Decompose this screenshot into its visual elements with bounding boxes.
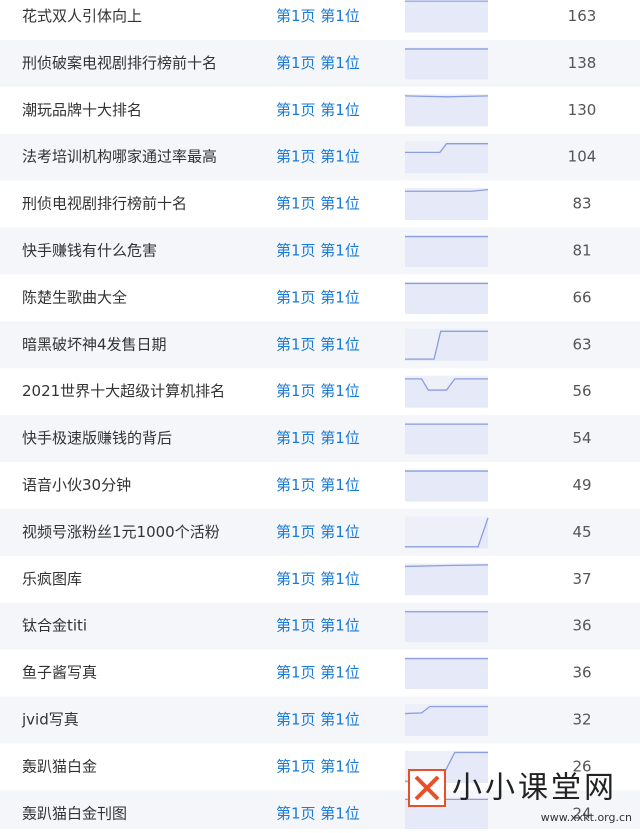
search-count: 83: [572, 195, 591, 213]
search-count: 138: [568, 54, 597, 72]
watermark: 小小课堂网 www.xxkt.org.cn: [408, 769, 632, 824]
sparkline-area: [405, 143, 488, 174]
sparkline-area: [405, 48, 488, 80]
sparkline-line: [404, 95, 489, 98]
sparkline-area: [405, 236, 488, 267]
sparkline-area: [405, 564, 488, 596]
sparkline-line: [405, 378, 488, 391]
keyword: 快手赚钱有什么危害: [22, 241, 157, 259]
rank: 第1页 第1位: [276, 429, 360, 447]
sparkline-area: [405, 1, 488, 33]
sparkline-area: [405, 658, 488, 690]
keyword: 潮玩品牌十大排名: [22, 101, 142, 119]
keyword: 刑侦破案电视剧排行榜前十名: [22, 54, 217, 72]
row-background: [0, 508, 640, 556]
sparkline-area: [405, 283, 488, 314]
search-count: 104: [568, 148, 597, 166]
sparkline-box: [405, 516, 488, 549]
rank: 第1页 第1位: [276, 195, 360, 213]
search-count: 130: [568, 101, 597, 119]
search-count: 37: [572, 570, 591, 588]
row-background: [0, 39, 640, 87]
search-count: 26: [572, 757, 591, 775]
keyword: 钛合金titi: [22, 617, 87, 635]
keyword: 轰趴猫白金: [22, 757, 97, 775]
watermark-url: www.xxkt.org.cn: [541, 811, 632, 824]
sparkline-area: [405, 331, 488, 361]
rank: 第1页 第1位: [276, 7, 360, 25]
search-count: 56: [572, 382, 591, 400]
rank: 第1页 第1位: [276, 54, 360, 72]
search-count: 66: [572, 288, 591, 306]
rank: 第1页 第1位: [276, 148, 360, 166]
sparkline-area: [405, 611, 488, 643]
rank: 第1页 第1位: [276, 804, 360, 822]
keyword: 快手极速版赚钱的背后: [22, 429, 172, 447]
keyword: 鱼子酱写真: [22, 664, 97, 682]
search-count: 24: [572, 804, 591, 822]
search-count: 36: [572, 664, 591, 682]
keyword: 法考培训机构哪家通过率最高: [22, 148, 217, 166]
row-background: [0, 133, 640, 181]
sparkline-area: [405, 706, 488, 736]
keyword: 视频号涨粉丝1元1000个活粉: [22, 523, 220, 541]
rank: 第1页 第1位: [276, 476, 360, 494]
sparkline-line: [405, 517, 489, 548]
sparkline-area: [405, 752, 488, 783]
row-background: [0, 790, 640, 833]
search-count: 36: [572, 617, 591, 635]
keyword: 陈楚生歌曲大全: [22, 288, 127, 306]
sparkline-area: [405, 471, 488, 502]
keyword: jvid写真: [21, 710, 79, 728]
search-count: 49: [572, 476, 591, 494]
watermark-name: 小小课堂网: [452, 771, 617, 806]
rank: 第1页 第1位: [276, 241, 360, 259]
search-count: 45: [572, 523, 591, 541]
rank: 第1页 第1位: [276, 288, 360, 306]
search-count: 54: [572, 429, 591, 447]
search-count: 81: [572, 241, 591, 259]
sparkline-area: [405, 517, 488, 549]
rank: 第1页 第1位: [276, 570, 360, 588]
watermark-logo-x: [414, 775, 440, 801]
sparkline-area: [405, 189, 488, 221]
rank: 第1页 第1位: [276, 710, 360, 728]
sparkline-line: [405, 189, 489, 192]
row-background: [0, 696, 640, 744]
rank: 第1页 第1位: [276, 101, 360, 119]
rank: 第1页 第1位: [276, 382, 360, 400]
sparkline-line: [405, 330, 488, 360]
rank: 第1页 第1位: [276, 757, 360, 775]
keyword: 2021世界十大超级计算机排名: [22, 382, 225, 400]
row-background: [0, 321, 640, 369]
sparkline-line: [404, 564, 489, 568]
sparkline-line: [404, 705, 488, 715]
keyword: 轰趴猫白金刊图: [22, 804, 127, 822]
search-count: 63: [572, 335, 591, 353]
rank: 第1页 第1位: [276, 664, 360, 682]
search-count: 32: [572, 710, 591, 728]
row-background: [0, 227, 640, 275]
keyword: 语音小伙30分钟: [22, 476, 131, 494]
row-background: [0, 602, 640, 650]
search-count: 163: [568, 7, 597, 25]
keyword: 乐疯图库: [22, 570, 82, 588]
rank: 第1页 第1位: [276, 523, 360, 541]
keyword: 刑侦电视剧排行榜前十名: [22, 195, 187, 213]
row-background: [0, 415, 640, 462]
rank: 第1页 第1位: [276, 335, 360, 353]
sparkline-area: [405, 95, 488, 127]
sparkline-area: [405, 424, 488, 455]
sparkline-line: [405, 143, 488, 153]
keyword: 暗黑破坏神4发售日期: [22, 335, 167, 353]
rank: 第1页 第1位: [276, 617, 360, 635]
keyword: 花式双人引体向上: [22, 7, 142, 25]
